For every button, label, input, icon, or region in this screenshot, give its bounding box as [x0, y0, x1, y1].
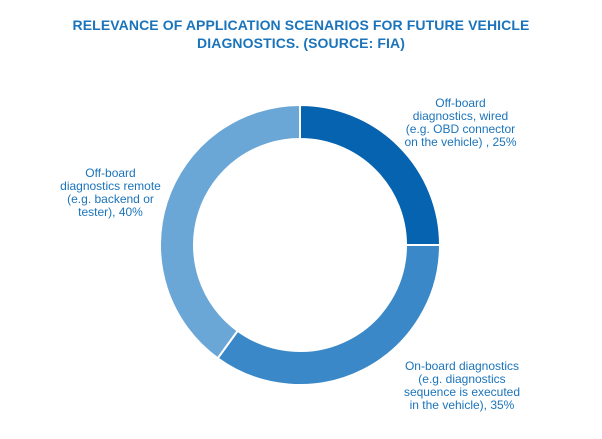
chart-title-line-2: DIAGNOSTICS. (SOURCE: FIA) — [197, 35, 405, 51]
slice-label-line: Off-board — [435, 96, 486, 110]
donut-slices — [159, 103, 442, 386]
slice-label-line: Off-board — [85, 166, 136, 180]
slice-label-onboard: On-board diagnostics (e.g. diagnostics s… — [392, 360, 532, 412]
slice-label-line: diagnostics remote — [60, 179, 161, 193]
slice-offboard-remote — [159, 103, 301, 360]
slice-label-line: tester), 40% — [78, 205, 143, 219]
chart-title: RELEVANCE OF APPLICATION SCENARIOS FOR F… — [60, 16, 542, 52]
slice-label-offboard-remote: Off-board diagnostics remote (e.g. backe… — [48, 167, 173, 219]
slice-label-line: (e.g. OBD connector — [405, 122, 516, 136]
slice-label-line: on the vehicle) , 25% — [404, 135, 517, 149]
slice-label-line: (e.g. diagnostics — [418, 372, 506, 386]
slice-label-line: sequence is executed — [403, 385, 521, 399]
slice-label-line: diagnostics, wired — [412, 109, 509, 123]
slice-label-line: in the vehicle), 35% — [409, 398, 515, 412]
slice-label-offboard-wired: Off-board diagnostics, wired (e.g. OBD c… — [398, 97, 523, 149]
slice-label-line: (e.g. backend or — [67, 192, 154, 206]
slice-label-line: On-board diagnostics — [404, 359, 520, 373]
chart-title-line-1: RELEVANCE OF APPLICATION SCENARIOS FOR F… — [72, 17, 530, 33]
